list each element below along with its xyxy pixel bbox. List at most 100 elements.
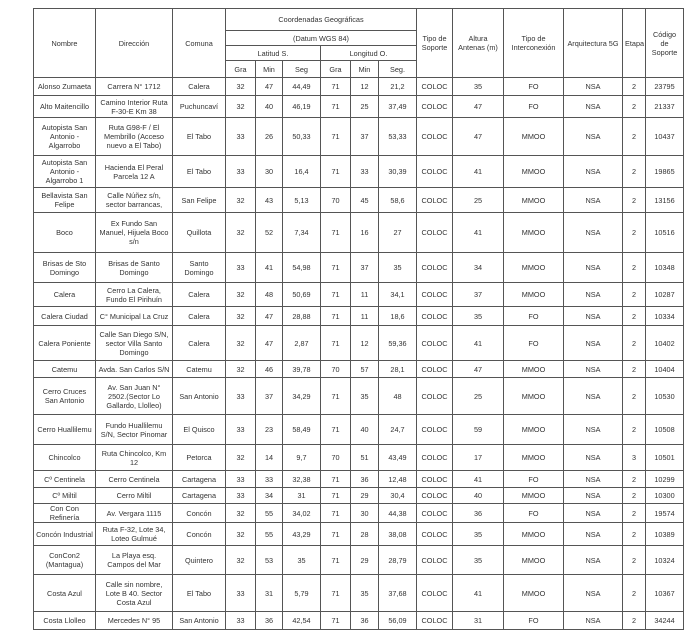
cell-lon-gra: 70 <box>320 444 351 471</box>
cell-comuna: Calera <box>172 325 226 361</box>
cell-lat-min: 53 <box>255 545 283 575</box>
cell-nombre: Costa Llolleo <box>33 611 96 630</box>
cell-tipo-interconexion: MMOO <box>503 117 564 156</box>
cell-lat-seg: 34,29 <box>282 377 321 415</box>
cell-lat-min: 34 <box>255 487 283 504</box>
cell-lat-seg: 35 <box>282 545 321 575</box>
cell-codigo: 10334 <box>645 306 684 326</box>
cell-altura: 41 <box>452 325 504 361</box>
cell-direccion: Fundo Huallilemu S/N, Sector Pinomar <box>95 414 173 445</box>
cell-tipo-soporte: COLOC <box>416 611 453 630</box>
cell-lat-gra: 32 <box>225 325 256 361</box>
cell-arquitectura: NSA <box>563 377 623 415</box>
cell-comuna: Cartagena <box>172 487 226 504</box>
cell-tipo-soporte: COLOC <box>416 95 453 118</box>
cell-tipo-interconexion: FO <box>503 470 564 488</box>
cell-codigo: 10324 <box>645 545 684 575</box>
cell-codigo: 19574 <box>645 503 684 523</box>
cell-direccion: Calle sin nombre, Lote B 40. Sector Cost… <box>95 574 173 612</box>
cell-arquitectura: NSA <box>563 522 623 546</box>
cell-altura: 41 <box>452 574 504 612</box>
cell-lon-min: 25 <box>350 95 379 118</box>
table-row: Catemu Avda. San Carlos S/N Catemu 32 46 39,7… <box>33 360 684 378</box>
cell-codigo: 10300 <box>645 487 684 504</box>
cell-lon-gra: 71 <box>320 282 351 307</box>
cell-tipo-soporte: COLOC <box>416 325 453 361</box>
cell-altura: 31 <box>452 611 504 630</box>
cell-lon-min: 12 <box>350 325 379 361</box>
cell-lat-seg: 43,29 <box>282 522 321 546</box>
cell-tipo-interconexion: MMOO <box>503 414 564 445</box>
cell-codigo: 10437 <box>645 117 684 156</box>
cell-lat-seg: 5,79 <box>282 574 321 612</box>
cell-lat-gra: 32 <box>225 212 256 253</box>
cell-tipo-interconexion: MMOO <box>503 360 564 378</box>
cell-lat-seg: 28,88 <box>282 306 321 326</box>
cell-tipo-soporte: COLOC <box>416 117 453 156</box>
cell-lon-gra: 71 <box>320 212 351 253</box>
cell-etapa: 2 <box>622 503 646 523</box>
cell-tipo-interconexion: MMOO <box>503 574 564 612</box>
cell-lat-seg: 50,33 <box>282 117 321 156</box>
cell-altura: 25 <box>452 377 504 415</box>
cell-tipo-soporte: COLOC <box>416 155 453 188</box>
cell-comuna: Calera <box>172 282 226 307</box>
header-lat-min: Min <box>255 60 283 78</box>
cell-lon-seg: 43,49 <box>378 444 417 471</box>
table-row: Autopista San Antonio - Algarrobo 1 Hacie… <box>33 155 684 188</box>
cell-altura: 47 <box>452 360 504 378</box>
header-comuna: Comuna <box>172 8 226 78</box>
header-lon-min: Min <box>350 60 379 78</box>
cell-lon-min: 35 <box>350 574 379 612</box>
cell-lon-seg: 37,49 <box>378 95 417 118</box>
cell-etapa: 2 <box>622 522 646 546</box>
cell-lat-seg: 42,54 <box>282 611 321 630</box>
cell-comuna: El Quisco <box>172 414 226 445</box>
cell-lon-gra: 71 <box>320 503 351 523</box>
cell-nombre: Autopista San Antonio - Algarrobo <box>33 117 96 156</box>
cell-lon-gra: 71 <box>320 574 351 612</box>
support-sites-table: Nombre Dirección Comuna Coordenadas Geog… <box>33 8 684 630</box>
cell-lon-seg: 28,1 <box>378 360 417 378</box>
cell-direccion: Brisas de Santo Domingo <box>95 252 173 283</box>
cell-lon-gra: 70 <box>320 360 351 378</box>
cell-lon-gra: 71 <box>320 545 351 575</box>
table-row: Calera Ciudad C° Municipal La Cruz Calera 3… <box>33 306 684 326</box>
cell-etapa: 2 <box>622 306 646 326</box>
cell-lat-seg: 50,69 <box>282 282 321 307</box>
cell-direccion: Ruta F-32, Lote 34, Loteo Gulmué <box>95 522 173 546</box>
cell-direccion: Cerro Miltil <box>95 487 173 504</box>
cell-direccion: Cerro La Calera, Fundo El Pirihuín <box>95 282 173 307</box>
cell-arquitectura: NSA <box>563 574 623 612</box>
header-codigo: Código de Soporte <box>645 8 684 78</box>
cell-arquitectura: NSA <box>563 252 623 283</box>
cell-etapa: 2 <box>622 414 646 445</box>
cell-lat-min: 47 <box>255 77 283 96</box>
cell-codigo: 10348 <box>645 252 684 283</box>
cell-tipo-soporte: COLOC <box>416 306 453 326</box>
cell-lat-gra: 33 <box>225 155 256 188</box>
cell-lon-seg: 48 <box>378 377 417 415</box>
cell-lon-min: 11 <box>350 306 379 326</box>
cell-codigo: 13156 <box>645 187 684 213</box>
header-datum: (Datum WGS 84) <box>225 30 417 46</box>
cell-etapa: 2 <box>622 574 646 612</box>
cell-codigo: 23795 <box>645 77 684 96</box>
cell-nombre: Cerro Huallilemu <box>33 414 96 445</box>
cell-lat-min: 37 <box>255 377 283 415</box>
cell-direccion: Av. Vergara 1115 <box>95 503 173 523</box>
header-altura: Altura Antenas (m) <box>452 8 504 78</box>
cell-lon-seg: 30,39 <box>378 155 417 188</box>
table-row: Con Con Refinería Av. Vergara 1115 Concón 3… <box>33 503 684 523</box>
cell-lat-seg: 44,49 <box>282 77 321 96</box>
cell-etapa: 2 <box>622 187 646 213</box>
cell-nombre: Cerro Cruces San Antonio <box>33 377 96 415</box>
cell-lon-gra: 71 <box>320 95 351 118</box>
table-row: Bellavista San Felipe Calle Núñez s/n, se… <box>33 187 684 213</box>
cell-lat-gra: 32 <box>225 503 256 523</box>
cell-nombre: Con Con Refinería <box>33 503 96 523</box>
cell-tipo-soporte: COLOC <box>416 360 453 378</box>
cell-comuna: Cartagena <box>172 470 226 488</box>
cell-etapa: 2 <box>622 360 646 378</box>
cell-comuna: San Antonio <box>172 611 226 630</box>
